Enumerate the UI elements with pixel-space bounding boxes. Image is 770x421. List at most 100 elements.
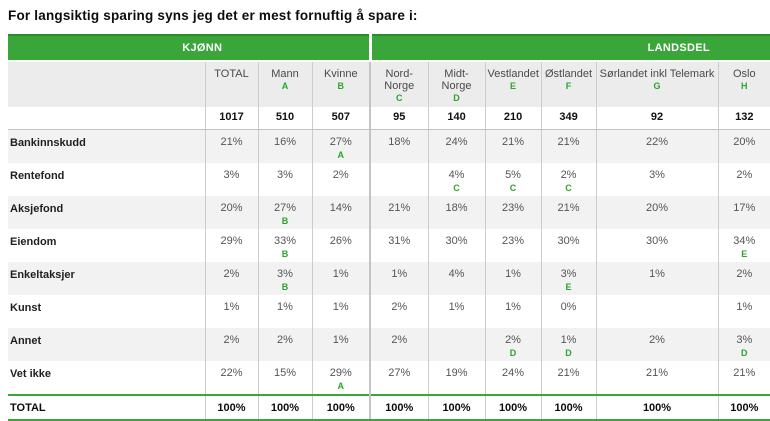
total-cell: 100% <box>717 394 770 421</box>
cell-value: 22% <box>646 136 669 148</box>
cell-sig-letter: B <box>281 216 289 226</box>
table-cell: 20% <box>595 196 719 229</box>
base-count: 510 <box>257 107 312 130</box>
cell-sig-letter <box>261 150 310 160</box>
cell-sig-letter: D <box>565 348 572 358</box>
column-header-total: TOTAL <box>204 61 258 107</box>
table-cell: 2% <box>717 163 770 196</box>
cell-sig-letter <box>488 249 539 259</box>
table-cell: 1% <box>484 262 542 295</box>
table-cell: 21% <box>204 129 258 163</box>
column-header-s-rlandet-inkl-telemark: Sørlandet inkl Telemark G <box>595 61 719 107</box>
cell-value: 27% <box>329 136 352 148</box>
table-row-vet-ikke: Vet ikke 22% 15% 29% A 27% 19% 24% 21% 21% 21% <box>8 361 770 395</box>
cell-sig-letter <box>373 348 426 358</box>
table-cell: 2% <box>595 328 719 361</box>
cell-value: 1% <box>649 268 665 280</box>
cell-value: 1% <box>223 301 240 313</box>
cell-sig-letter <box>431 150 483 160</box>
cell-value: 2% <box>736 169 753 181</box>
cell-value: 1% <box>505 301 521 313</box>
table-row-annet: Annet 2% 2% 1% 2% 2% D 1% D 2% 3% D <box>8 328 770 361</box>
column-header-oslo: Oslo H <box>717 61 770 107</box>
table-row-enkeltaksjer: Enkeltaksjer 2% 3% B 1% 1% 4% 1% 3% E 1% 2% <box>8 262 770 295</box>
column-label: Nord-Norge <box>384 68 415 92</box>
cell-value: 21% <box>220 136 243 148</box>
base-counts-label-empty <box>8 107 205 130</box>
cell-sig-letter <box>544 315 594 325</box>
column-sig-letter: A <box>281 81 289 91</box>
cell-sig-letter <box>208 150 256 160</box>
cell-value: 1% <box>277 301 293 313</box>
cell-sig-letter <box>599 381 716 391</box>
cell-value: 2% <box>223 334 240 346</box>
table-cell: 2% D <box>484 328 542 361</box>
cell-sig-letter <box>208 183 256 193</box>
cell-sig-letter <box>599 216 716 226</box>
table-cell: 1% <box>369 262 429 295</box>
table-header: KJØNN LANDSDEL TOTAL Mann A Kvinne B Nord-Nor… <box>8 34 770 130</box>
table-cell: 3% D <box>717 328 770 361</box>
cell-sig-letter: A <box>337 381 345 391</box>
table-cell: 18% <box>369 129 429 163</box>
cell-sig-letter: E <box>565 282 572 292</box>
cell-sig-letter <box>373 216 426 226</box>
cell-sig-letter <box>315 183 368 193</box>
column-sig-letter: D <box>453 93 460 103</box>
table-cell: 21% <box>540 196 597 229</box>
cell-value: 1% <box>332 301 349 313</box>
column-sig-letter: C <box>396 93 403 103</box>
cell-value: 2% <box>649 334 665 346</box>
cell-value: 26% <box>329 235 352 247</box>
table-cell: 21% <box>717 361 770 395</box>
total-cell: 100% <box>257 394 312 421</box>
cell-sig-letter <box>599 348 716 358</box>
cell-value: 4% <box>448 268 465 280</box>
table-cell: 16% <box>257 129 312 163</box>
table-cell: 19% <box>427 361 486 395</box>
cell-value: 29% <box>329 367 352 379</box>
column-label: Oslo <box>732 68 756 80</box>
cell-value: 14% <box>329 202 352 214</box>
table-cell: 21% <box>540 361 597 395</box>
table-cell: 20% <box>717 129 770 163</box>
crosstab-table: KJØNN LANDSDEL TOTAL Mann A Kvinne B Nord-Nor… <box>8 34 770 421</box>
cell-value: 2% <box>391 334 408 346</box>
cell-value: 27% <box>273 202 297 214</box>
table-cell: 31% <box>369 229 429 262</box>
cell-value: 4% <box>448 169 465 181</box>
cell-sig-letter <box>544 249 594 259</box>
table-cell: 27% A <box>311 129 371 163</box>
cell-sig-letter <box>315 249 368 259</box>
row-label: Rentefond <box>8 163 205 196</box>
table-cell: 3% <box>204 163 258 196</box>
table-cell: 2% <box>257 328 312 361</box>
table-cell: 24% <box>427 129 486 163</box>
column-header-mann: Mann A <box>257 61 312 107</box>
cell-value: 27% <box>388 367 411 379</box>
table-cell: 2% <box>369 295 429 328</box>
cell-value: 2% <box>391 301 408 313</box>
total-cell: 100% <box>427 394 486 421</box>
cell-sig-letter <box>721 150 769 160</box>
total-cell: 100% <box>311 394 371 421</box>
cell-sig-letter <box>431 315 483 325</box>
table-cell: 1% <box>427 295 486 328</box>
table-cell: 21% <box>540 129 597 163</box>
cell-value: 18% <box>445 202 468 214</box>
column-label: Vestlandet <box>487 68 539 80</box>
cell-value: 34% <box>733 235 756 247</box>
row-label: Bankinnskudd <box>8 129 205 163</box>
cell-sig-letter <box>721 282 769 292</box>
table-cell: 17% <box>717 196 770 229</box>
cell-sig-letter <box>488 150 539 160</box>
cell-sig-letter <box>261 183 310 193</box>
cell-sig-letter <box>208 249 256 259</box>
table-cell: 30% <box>540 229 597 262</box>
cell-sig-letter <box>208 348 256 358</box>
group-header-landsdel: LANDSDEL <box>368 34 770 62</box>
cell-value: 24% <box>445 136 468 148</box>
cell-sig-letter <box>599 303 716 313</box>
table-cell: 2% <box>369 328 429 361</box>
table-row-bankinnskudd: Bankinnskudd 21% 16% 27% A 18% 24% 21% 21% 22% 20% <box>8 129 770 163</box>
